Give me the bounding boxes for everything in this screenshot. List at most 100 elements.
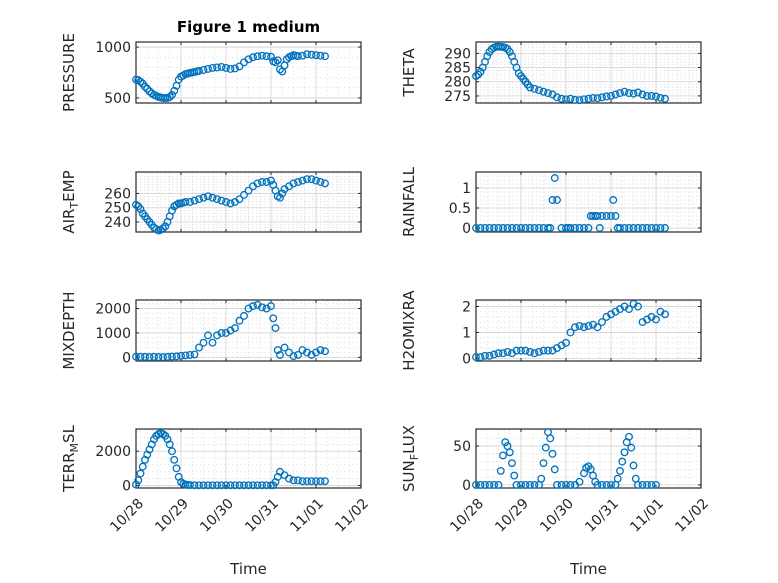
data-point — [321, 347, 329, 356]
data-point — [222, 328, 230, 337]
y-tick-label: 0 — [122, 350, 131, 366]
data-point — [652, 92, 660, 101]
data-point — [136, 77, 145, 86]
data-point — [584, 94, 593, 103]
data-point — [499, 349, 507, 358]
data-point — [204, 192, 212, 201]
data-point — [481, 351, 489, 360]
x-tick-label: 10/28 — [107, 496, 147, 536]
data-point — [208, 481, 217, 490]
data-point — [303, 477, 311, 486]
data-point — [132, 352, 140, 361]
data-point — [199, 338, 208, 347]
data-point — [508, 459, 516, 468]
data-point — [307, 175, 316, 184]
data-point — [575, 322, 584, 330]
data-point — [580, 323, 588, 332]
data-point — [553, 480, 561, 489]
data-point — [204, 64, 212, 73]
data-point — [629, 89, 638, 98]
data-point — [652, 315, 660, 324]
data-point — [258, 481, 266, 490]
data-point — [226, 64, 235, 73]
data-point — [472, 480, 480, 489]
y-tick-label: 2000 — [95, 302, 131, 318]
data-point — [161, 222, 170, 231]
data-point — [303, 348, 311, 357]
data-point — [213, 195, 221, 204]
data-point — [553, 196, 561, 204]
data-point — [244, 304, 253, 313]
data-point — [593, 212, 602, 220]
data-point — [177, 351, 185, 360]
y-tick-label: 1000 — [95, 326, 131, 342]
subplot-8: 0 50 10/28 10/29 10/30 10/31 11/01 11/02 SUNFLUX… — [400, 425, 712, 578]
data-point — [172, 352, 181, 361]
y-tick-label: 1 — [462, 325, 471, 341]
data-point — [634, 480, 642, 489]
data-point — [512, 224, 521, 232]
data-point — [625, 432, 633, 441]
data-point — [490, 480, 498, 489]
data-point — [165, 440, 174, 449]
data-point — [494, 224, 503, 232]
series-markers — [472, 42, 669, 105]
series-markers — [472, 299, 669, 362]
data-point — [517, 480, 525, 489]
data-point — [638, 90, 647, 99]
data-point — [253, 179, 262, 188]
data-point — [548, 449, 557, 458]
data-point — [213, 63, 221, 72]
data-point — [145, 353, 154, 362]
data-point — [141, 352, 149, 361]
data-point — [575, 96, 584, 105]
y-tick-label: 500 — [104, 91, 131, 107]
data-point — [280, 343, 289, 352]
data-point — [634, 302, 642, 311]
y-tick-label: 1 — [462, 181, 471, 197]
data-point — [195, 481, 203, 490]
data-point — [168, 447, 176, 456]
data-point — [575, 477, 584, 486]
data-point — [217, 62, 226, 71]
data-point — [170, 455, 179, 464]
x-axis-label: Time — [229, 560, 267, 578]
data-point — [258, 51, 266, 60]
data-point — [521, 224, 530, 232]
data-point — [235, 481, 244, 490]
subplot-6: 0 1 2 H2OMIXRA — [400, 290, 702, 371]
data-point — [298, 477, 307, 486]
data-point — [566, 328, 575, 337]
x-tick-label: 10/31 — [242, 496, 282, 536]
data-point — [235, 316, 244, 325]
data-point — [521, 480, 530, 489]
data-point — [321, 477, 329, 486]
data-point — [526, 83, 534, 92]
data-point — [566, 224, 575, 232]
y-tick-label: 260 — [104, 186, 131, 202]
data-point — [505, 448, 514, 457]
data-point — [526, 347, 534, 356]
data-point — [571, 224, 579, 232]
data-point — [541, 443, 550, 452]
series-markers — [132, 300, 329, 362]
data-point — [550, 465, 559, 474]
data-point — [253, 52, 262, 61]
data-point — [190, 196, 199, 205]
data-point — [253, 300, 262, 309]
x-tick-label: 10/29 — [152, 496, 192, 536]
data-point — [544, 89, 552, 98]
data-point — [312, 477, 320, 486]
data-point — [544, 224, 552, 232]
data-point — [638, 224, 647, 232]
data-point — [589, 212, 597, 220]
data-point — [244, 55, 253, 64]
data-point — [627, 443, 636, 452]
data-point — [539, 459, 548, 468]
x-tick-label: 11/01 — [627, 496, 667, 536]
data-point — [553, 93, 561, 102]
x-tick-label: 11/02 — [672, 496, 712, 536]
data-point — [190, 350, 199, 359]
